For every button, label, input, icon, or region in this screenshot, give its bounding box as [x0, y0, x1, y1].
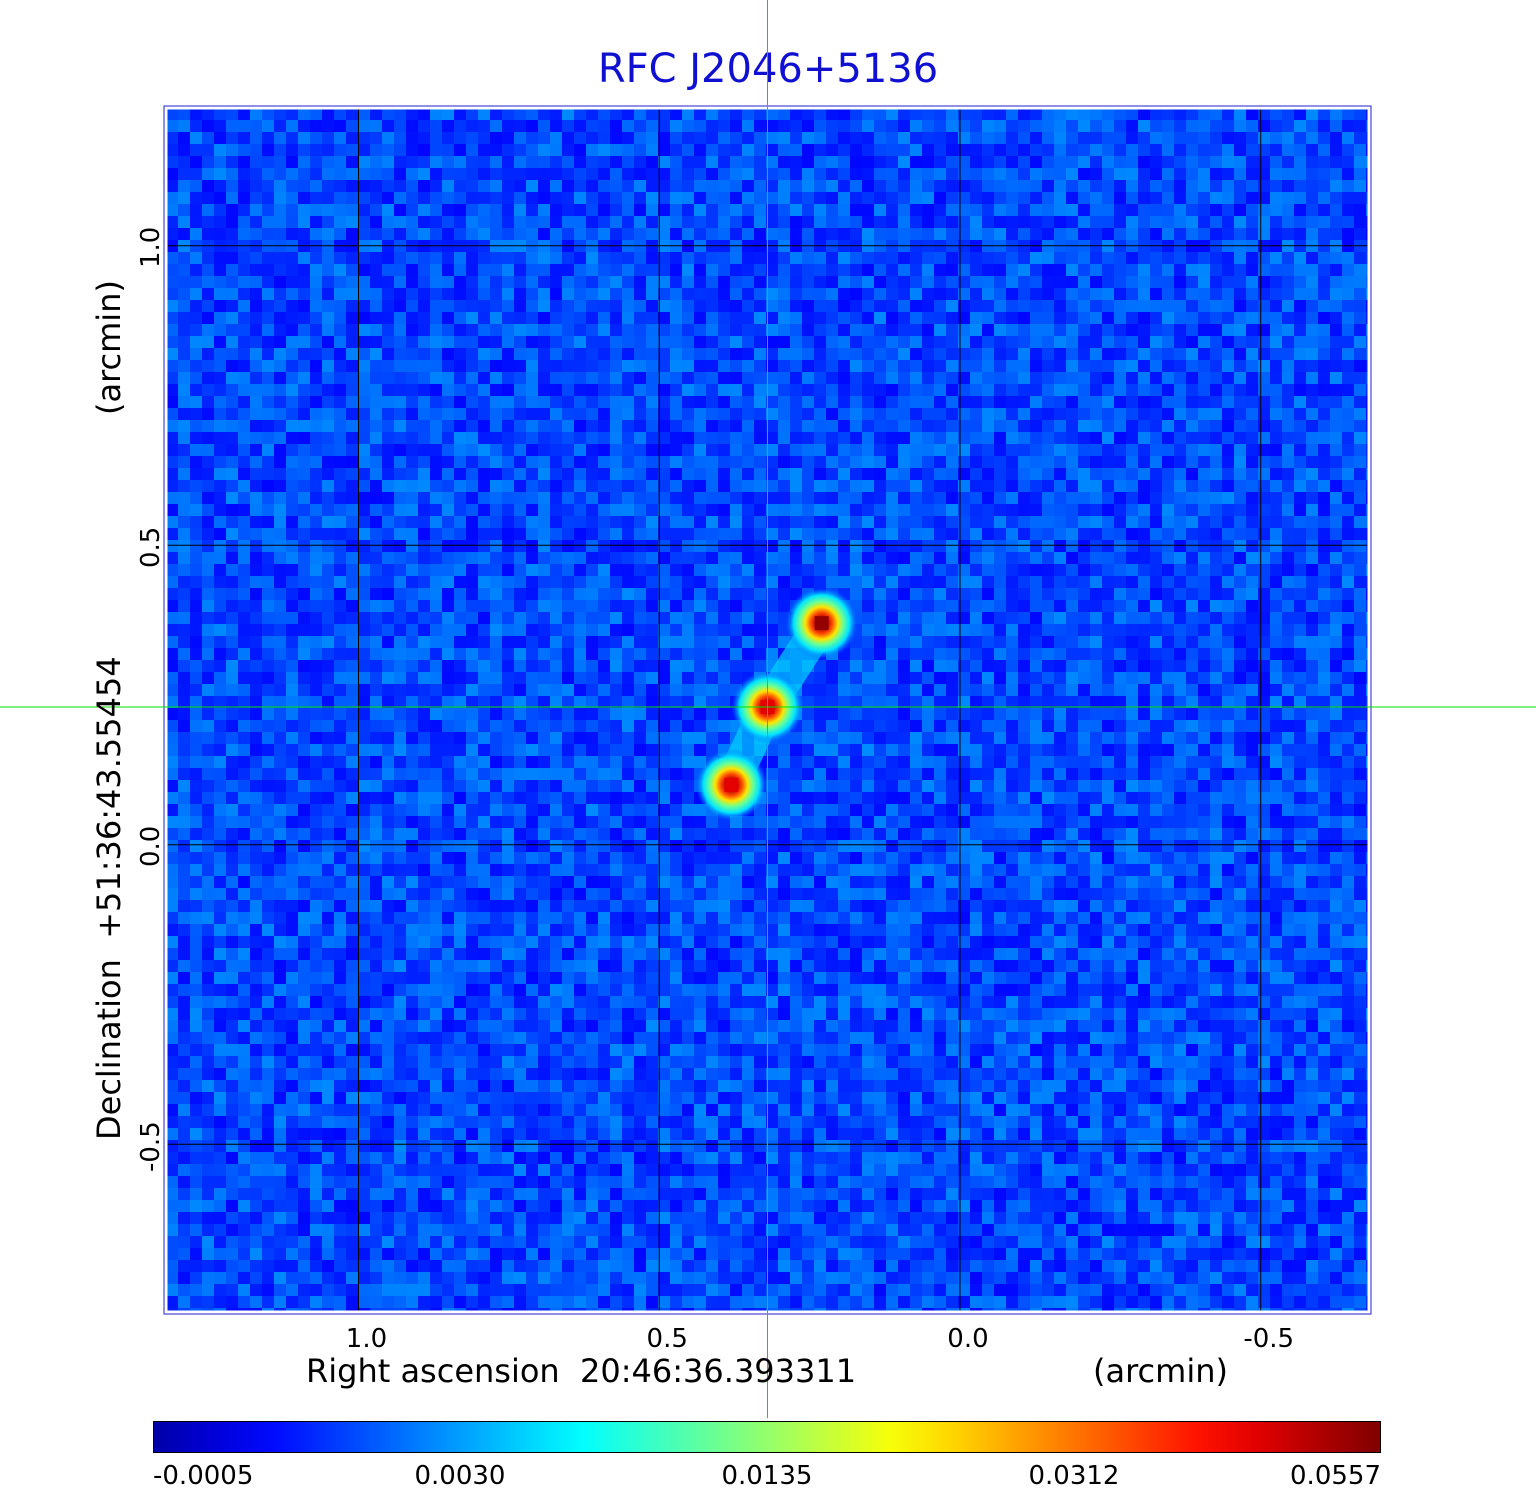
colorbar-tick-label: 0.0030: [414, 1461, 506, 1491]
source-peak-1: [814, 616, 829, 631]
chart-plot: [0, 0, 1536, 1418]
colorbar-tick-label: 0.0135: [721, 1461, 813, 1491]
x-tick-label: 0.5: [646, 1324, 688, 1354]
x-tick-label: 1.0: [345, 1324, 388, 1354]
colorbar-tick-label: 0.0557: [1290, 1461, 1381, 1491]
x-tick-label: -0.5: [1243, 1324, 1295, 1354]
y-tick-label: 0.0: [136, 826, 166, 868]
colorbar-tick-label: -0.0005: [153, 1461, 254, 1491]
x-axis-unit: (arcmin): [1093, 1352, 1228, 1390]
source-peak-3: [724, 777, 739, 792]
colorbar: [153, 1421, 1381, 1453]
y-axis-label: Declination +51:36:43.55454: [90, 656, 128, 1140]
y-tick-label: 0.5: [136, 526, 166, 568]
y-tick-label: 1.0: [136, 227, 166, 269]
y-tick-label: -0.5: [136, 1120, 166, 1172]
x-tick-label: 0.0: [947, 1324, 989, 1354]
colorbar-tick-label: 0.0312: [1028, 1461, 1120, 1491]
x-axis-label: Right ascension 20:46:36.393311: [306, 1352, 857, 1390]
y-axis-unit: (arcmin): [90, 280, 128, 415]
